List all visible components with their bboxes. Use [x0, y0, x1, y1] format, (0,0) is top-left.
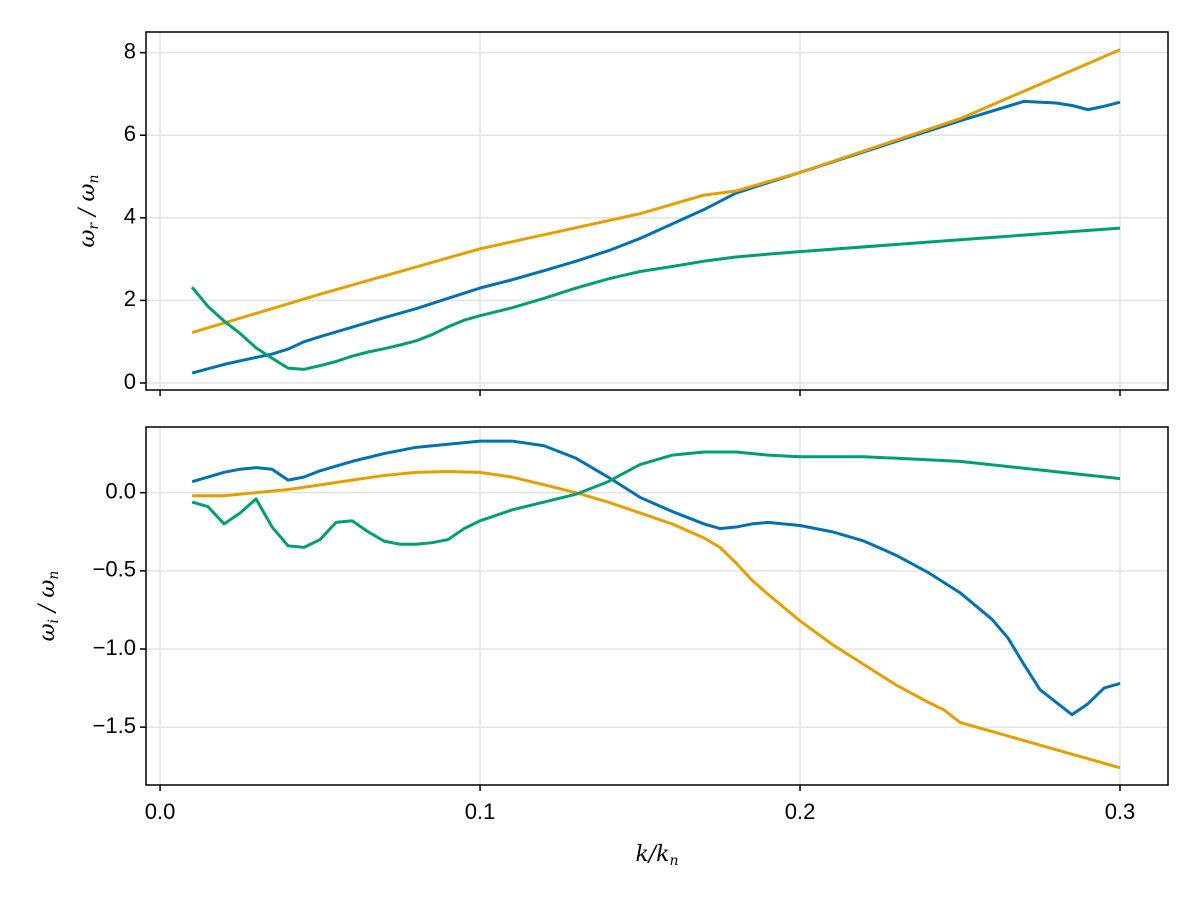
y-tick-label: 0.0	[105, 478, 136, 503]
y-axis-label-part: n	[46, 571, 62, 580]
x-tick-label: 0.2	[785, 799, 816, 824]
x-axis-label-part: n	[670, 853, 679, 869]
y-tick-label: 0	[124, 369, 136, 394]
y-axis-label-part: ω	[75, 230, 100, 248]
y-axis-label-part: / ω	[75, 183, 100, 222]
series-line	[191, 439, 1121, 717]
series-line	[192, 470, 1121, 770]
y-tick-label: −1.0	[93, 635, 136, 660]
plot-frame	[145, 31, 1169, 391]
y-tick-label: 6	[124, 121, 136, 146]
x-tick-label: 0.1	[465, 799, 496, 824]
series-line	[190, 226, 1121, 371]
series-line	[191, 450, 1121, 549]
y-axis-label-part: / ω	[35, 580, 60, 619]
x-tick-label: 0.0	[145, 799, 176, 824]
y-tick-label: 8	[124, 38, 136, 63]
subplot: 0.0 0.1 0.2 0.30.0−0.5−1.0−1.5ωi / ωnk/kn	[35, 426, 1169, 869]
y-axis-label-part: i	[46, 619, 62, 623]
series-line	[191, 48, 1121, 335]
y-tick-label: 2	[124, 286, 136, 311]
y-tick-label: 4	[124, 204, 136, 229]
x-tick-label: 0.3	[1105, 799, 1136, 824]
y-axis-label-part: ω	[35, 623, 60, 641]
subplot: 0 2 4 6 8 ωr / ωn	[75, 31, 1169, 396]
x-axis-label-part: k/k	[635, 842, 669, 867]
y-axis-label: ωr / ωn	[75, 174, 102, 247]
y-axis-label-part: r	[86, 222, 102, 230]
plot-frame	[145, 426, 1169, 786]
x-axis-label: k/kn	[635, 842, 678, 869]
y-axis-label-part: n	[86, 174, 102, 183]
series-line	[191, 99, 1121, 375]
y-axis-label: ωi / ωn	[35, 571, 62, 642]
y-tick-label: −1.5	[93, 713, 136, 738]
y-tick-label: −0.5	[93, 557, 136, 582]
